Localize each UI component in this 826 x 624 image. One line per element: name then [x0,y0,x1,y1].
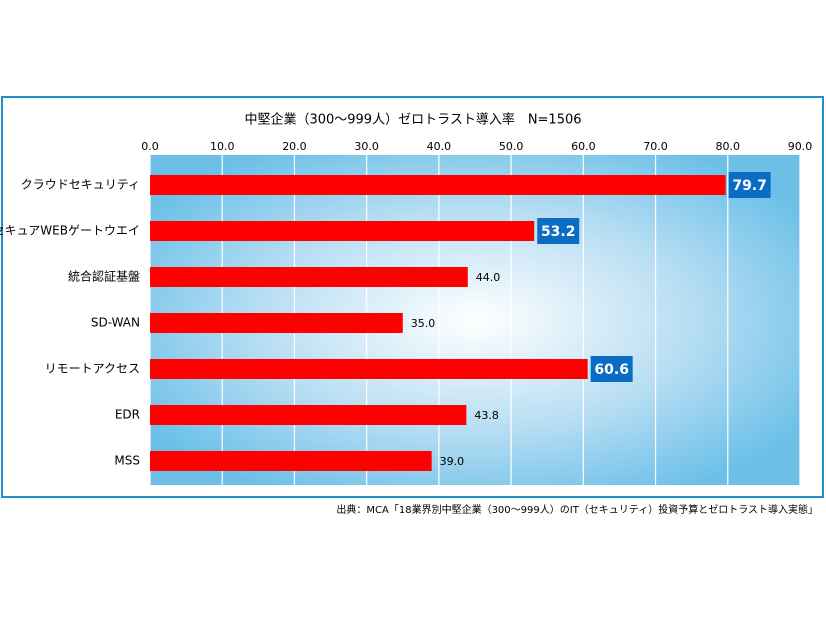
bar [150,405,467,425]
x-tick-label: 90.0 [788,140,813,153]
bar [150,267,468,287]
x-tick-label: 70.0 [643,140,668,153]
y-tick-label: SD-WAN [91,316,140,330]
x-tick-label: 10.0 [210,140,235,153]
value-label: 60.6 [594,362,629,378]
x-tick-label: 0.0 [141,140,159,153]
y-tick-label: クラウドセキュリティ [21,178,140,192]
value-label-box [537,218,580,244]
value-label: 35.0 [411,317,436,330]
y-tick-label: 統合認証基盤 [68,269,140,284]
bar [150,451,432,471]
chart-title: 中堅企業（300～999人）ゼロトラスト導入率 N=1506 [244,112,581,128]
value-label: 44.0 [476,271,501,284]
y-tick-label: MSS [114,454,140,468]
bar [150,313,403,333]
bar [150,175,726,195]
x-tick-label: 40.0 [427,140,452,153]
y-tick-label: セキュアWEBゲートウエイ [0,224,140,238]
x-tick-label: 30.0 [354,140,379,153]
value-label: 43.8 [474,409,499,422]
y-tick-label: EDR [115,408,140,422]
value-label-box [728,172,771,198]
value-label: 53.2 [541,224,576,240]
source-note: 出典：MCA「18業界別中堅企業（300～999人）のIT（セキュリティ）投資予… [336,503,818,516]
x-tick-label: 50.0 [499,140,524,153]
value-label: 39.0 [440,455,465,468]
bar [150,359,588,379]
value-label: 79.7 [732,178,767,194]
bar [150,221,535,241]
x-tick-label: 60.0 [571,140,596,153]
value-label-box [590,356,633,382]
y-tick-label: リモートアクセス [45,362,140,376]
x-tick-label: 20.0 [282,140,307,153]
x-tick-label: 80.0 [716,140,741,153]
